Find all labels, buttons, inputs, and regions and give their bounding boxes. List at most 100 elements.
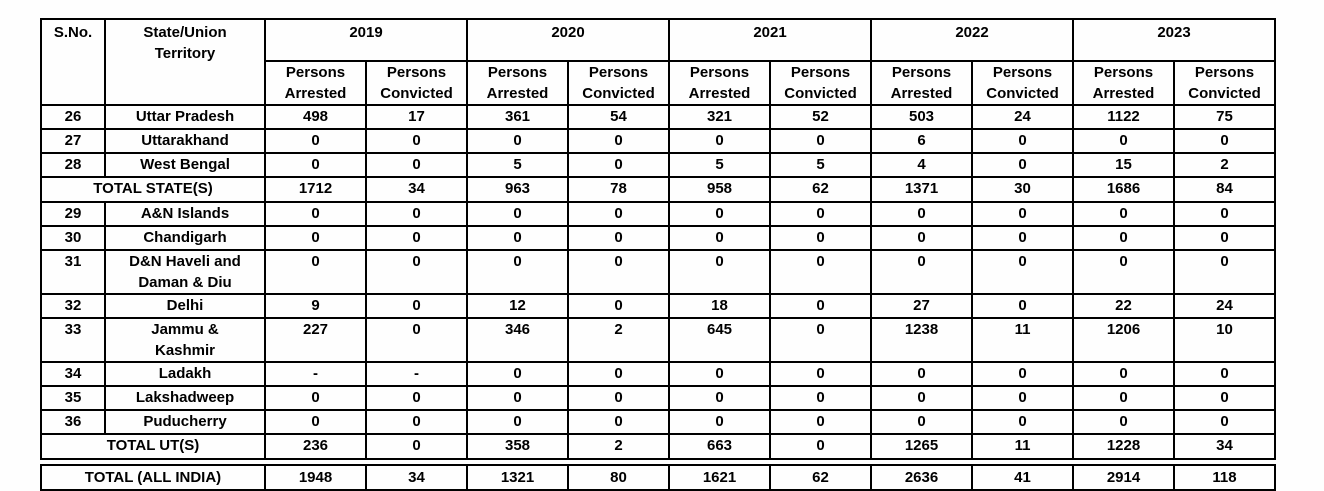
value-cell: 0 bbox=[1173, 249, 1276, 295]
value-cell: 0 bbox=[971, 385, 1074, 411]
value-cell: 52 bbox=[769, 104, 872, 130]
value-cell: 62 bbox=[769, 464, 872, 491]
value-cell: 0 bbox=[365, 317, 468, 363]
all-india-total-table: TOTAL (ALL INDIA) 1948 34 1321 80 1621 62 2636 4… bbox=[40, 464, 1276, 491]
header-year-2022: 2022 bbox=[870, 18, 1074, 62]
value-cell: 0 bbox=[567, 409, 670, 435]
value-cell: 0 bbox=[668, 225, 771, 251]
table-row: 27 Uttarakhand 0 0 0 0 0 0 6 0 0 0 bbox=[40, 128, 1276, 154]
value-cell: 0 bbox=[567, 152, 670, 178]
value-cell: 0 bbox=[264, 152, 367, 178]
value-cell: 0 bbox=[365, 152, 468, 178]
total-label-cell: TOTAL STATE(S) bbox=[40, 176, 266, 203]
value-cell: 0 bbox=[870, 409, 973, 435]
state-name-cell: Ladakh bbox=[104, 361, 266, 387]
value-cell: 2914 bbox=[1072, 464, 1175, 491]
value-cell: 30 bbox=[971, 176, 1074, 203]
value-cell: 0 bbox=[1072, 128, 1175, 154]
header-arrested-2022: Persons Arrested bbox=[870, 60, 973, 106]
value-cell: 0 bbox=[365, 433, 468, 460]
value-cell: 0 bbox=[668, 249, 771, 295]
year-header-row: S.No. State/Union Territory 2019 2020 20… bbox=[40, 18, 1276, 106]
state-name-cell: D&N Haveli and Daman & Diu bbox=[104, 249, 266, 295]
state-name-cell: Chandigarh bbox=[104, 225, 266, 251]
arrests-convictions-table: S.No. State/Union Territory 2019 2020 20… bbox=[40, 18, 1276, 460]
header-arrested-2021: Persons Arrested bbox=[668, 60, 771, 106]
value-cell: 62 bbox=[769, 176, 872, 203]
value-cell: 27 bbox=[870, 293, 973, 319]
value-cell: 0 bbox=[365, 225, 468, 251]
value-cell: 1948 bbox=[264, 464, 367, 491]
value-cell: 34 bbox=[365, 176, 468, 203]
value-cell: 0 bbox=[365, 385, 468, 411]
value-cell: 0 bbox=[567, 249, 670, 295]
value-cell: 118 bbox=[1173, 464, 1276, 491]
header-convicted-2022: Persons Convicted bbox=[971, 60, 1074, 106]
value-cell: 0 bbox=[1072, 385, 1175, 411]
total-row: TOTAL (ALL INDIA) 1948 34 1321 80 1621 62 2636 4… bbox=[40, 464, 1276, 491]
value-cell: 0 bbox=[769, 128, 872, 154]
value-cell: 0 bbox=[1072, 361, 1175, 387]
total-row: TOTAL STATE(S) 1712 34 963 78 958 62 1371 30 1686… bbox=[40, 176, 1276, 203]
sno-cell: 28 bbox=[40, 152, 106, 178]
sno-cell: 27 bbox=[40, 128, 106, 154]
subheader-row: Persons Arrested Persons Convicted Perso… bbox=[41, 60, 1276, 106]
value-cell: 84 bbox=[1173, 176, 1276, 203]
value-cell: 1238 bbox=[870, 317, 973, 363]
value-cell: 0 bbox=[769, 201, 872, 227]
sno-cell: 34 bbox=[40, 361, 106, 387]
sno-cell: 26 bbox=[40, 104, 106, 130]
value-cell: 5 bbox=[668, 152, 771, 178]
value-cell: 12 bbox=[466, 293, 569, 319]
value-cell: 1686 bbox=[1072, 176, 1175, 203]
sno-cell: 29 bbox=[40, 201, 106, 227]
value-cell: 0 bbox=[466, 225, 569, 251]
header-convicted-2023: Persons Convicted bbox=[1173, 60, 1276, 106]
value-cell: 498 bbox=[264, 104, 367, 130]
value-cell: 0 bbox=[769, 409, 872, 435]
value-cell: 0 bbox=[365, 293, 468, 319]
value-cell: 503 bbox=[870, 104, 973, 130]
value-cell: 0 bbox=[971, 225, 1074, 251]
state-name-cell: Lakshadweep bbox=[104, 385, 266, 411]
value-cell: 0 bbox=[567, 128, 670, 154]
header-year-2019: 2019 bbox=[264, 18, 468, 62]
value-cell: 0 bbox=[971, 152, 1074, 178]
value-cell: 645 bbox=[668, 317, 771, 363]
total-label-cell: TOTAL (ALL INDIA) bbox=[40, 464, 266, 491]
value-cell: 0 bbox=[870, 249, 973, 295]
value-cell: 80 bbox=[567, 464, 670, 491]
value-cell: 0 bbox=[567, 201, 670, 227]
table-row: 32 Delhi 9 0 12 0 18 0 27 0 22 24 bbox=[40, 293, 1276, 319]
value-cell: 2 bbox=[567, 433, 670, 460]
header-year-2020: 2020 bbox=[466, 18, 670, 62]
sno-cell: 33 bbox=[40, 317, 106, 363]
header-year-2023: 2023 bbox=[1072, 18, 1276, 62]
value-cell: 0 bbox=[365, 409, 468, 435]
table-body: 26 Uttar Pradesh 498 17 361 54 321 52 503 24 1122 7… bbox=[40, 104, 1276, 460]
value-cell: 24 bbox=[971, 104, 1074, 130]
value-cell: 0 bbox=[971, 361, 1074, 387]
table-row: 33 Jammu & Kashmir 227 0 346 2 645 0 1238 11 1206 1… bbox=[40, 317, 1276, 363]
state-name-cell: Jammu & Kashmir bbox=[104, 317, 266, 363]
value-cell: 0 bbox=[1173, 225, 1276, 251]
value-cell: 10 bbox=[1173, 317, 1276, 363]
value-cell: 1206 bbox=[1072, 317, 1175, 363]
value-cell: 78 bbox=[567, 176, 670, 203]
header-convicted-2020: Persons Convicted bbox=[567, 60, 670, 106]
value-cell: 0 bbox=[264, 409, 367, 435]
value-cell: 0 bbox=[264, 225, 367, 251]
header-arrested-2023: Persons Arrested bbox=[1072, 60, 1175, 106]
table-header: S.No. State/Union Territory 2019 2020 20… bbox=[40, 18, 1276, 106]
value-cell: 5 bbox=[769, 152, 872, 178]
value-cell: 0 bbox=[466, 409, 569, 435]
value-cell: 0 bbox=[668, 361, 771, 387]
value-cell: 0 bbox=[567, 361, 670, 387]
value-cell: 0 bbox=[567, 225, 670, 251]
value-cell: 0 bbox=[971, 409, 1074, 435]
value-cell: 0 bbox=[466, 385, 569, 411]
state-name-cell: A&N Islands bbox=[104, 201, 266, 227]
state-name-cell: Uttar Pradesh bbox=[104, 104, 266, 130]
value-cell: 0 bbox=[264, 201, 367, 227]
